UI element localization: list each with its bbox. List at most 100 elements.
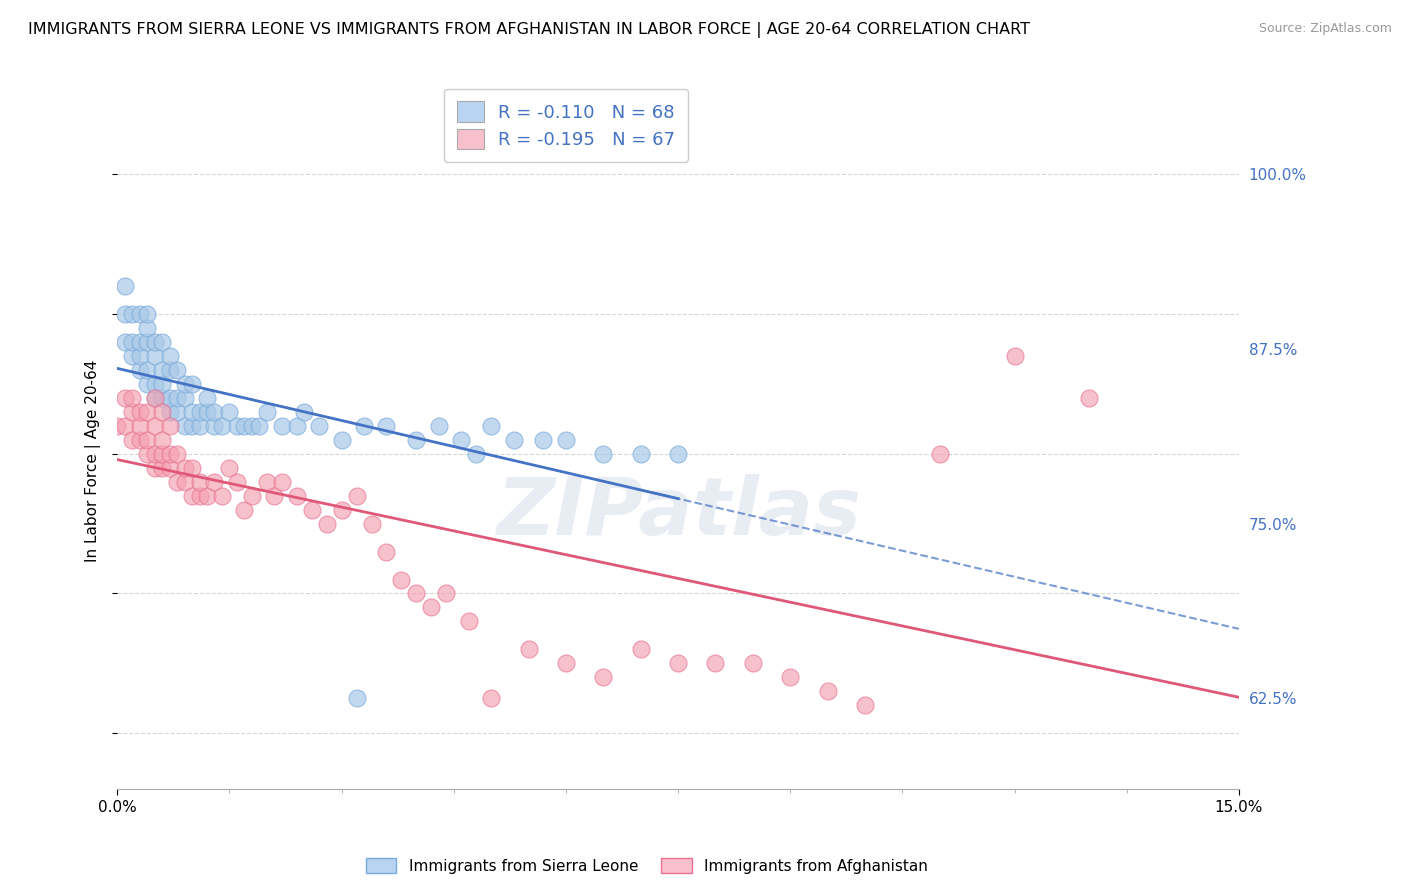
Point (136, 376, 159, 391)
Point (166, 391, 188, 405)
Point (143, 391, 166, 405)
Point (517, 642, 540, 657)
Point (330, 433, 353, 447)
Point (159, 405, 181, 419)
Point (450, 433, 472, 447)
Point (136, 307, 159, 321)
Point (136, 405, 159, 419)
Point (114, 418, 136, 433)
Legend: R = -0.110   N = 68, R = -0.195   N = 67: R = -0.110 N = 68, R = -0.195 N = 67 (444, 89, 688, 162)
Point (114, 307, 136, 321)
Text: ZIPatlas: ZIPatlas (495, 475, 860, 552)
Point (479, 418, 502, 433)
Point (226, 418, 249, 433)
Point (173, 418, 195, 433)
Point (533, 433, 555, 447)
Point (114, 279, 136, 293)
Point (128, 433, 150, 447)
Point (128, 334, 150, 349)
Point (143, 376, 166, 391)
Point (817, 684, 839, 698)
Point (301, 502, 323, 516)
Point (741, 657, 763, 671)
Point (150, 363, 173, 377)
Point (143, 349, 166, 363)
Point (1078, 391, 1101, 405)
Point (218, 405, 240, 419)
Point (136, 447, 159, 461)
Point (630, 447, 652, 461)
Point (121, 433, 143, 447)
Point (173, 376, 195, 391)
Point (143, 447, 166, 461)
Point (181, 405, 204, 419)
Point (555, 657, 578, 671)
Point (1004, 349, 1026, 363)
Point (128, 418, 150, 433)
Point (173, 460, 195, 475)
Point (263, 489, 285, 503)
Point (128, 349, 150, 363)
Point (121, 391, 143, 405)
Point (218, 460, 240, 475)
Point (285, 489, 308, 503)
Point (121, 349, 143, 363)
Point (181, 489, 204, 503)
Point (143, 334, 166, 349)
Point (315, 516, 337, 531)
Point (240, 489, 263, 503)
Point (150, 433, 173, 447)
Point (211, 418, 233, 433)
Point (105, 418, 128, 433)
Point (188, 475, 211, 489)
Point (159, 460, 181, 475)
Point (188, 418, 211, 433)
Point (166, 405, 188, 419)
Point (346, 691, 368, 706)
Point (204, 405, 226, 419)
Point (434, 586, 457, 600)
Point (592, 447, 614, 461)
Point (479, 691, 502, 706)
Point (630, 642, 652, 657)
Point (128, 405, 150, 419)
Point (666, 657, 689, 671)
Point (233, 418, 256, 433)
Point (853, 698, 876, 713)
Point (159, 349, 181, 363)
Point (188, 405, 211, 419)
Point (150, 405, 173, 419)
Point (150, 447, 173, 461)
Point (188, 489, 211, 503)
Point (136, 334, 159, 349)
Point (121, 334, 143, 349)
Point (779, 670, 801, 684)
Point (704, 657, 727, 671)
Point (405, 586, 427, 600)
Point (420, 600, 443, 615)
Point (128, 363, 150, 377)
Point (211, 489, 233, 503)
Point (427, 418, 450, 433)
Point (592, 670, 614, 684)
Point (256, 475, 278, 489)
Point (346, 489, 368, 503)
Point (136, 433, 159, 447)
Point (150, 334, 173, 349)
Point (285, 418, 308, 433)
Point (128, 307, 150, 321)
Point (928, 447, 950, 461)
Point (226, 475, 249, 489)
Point (159, 447, 181, 461)
Legend: Immigrants from Sierra Leone, Immigrants from Afghanistan: Immigrants from Sierra Leone, Immigrants… (360, 852, 934, 880)
Point (270, 475, 292, 489)
Point (204, 418, 226, 433)
Point (143, 460, 166, 475)
Point (256, 405, 278, 419)
Point (166, 363, 188, 377)
Point (233, 502, 256, 516)
Text: IMMIGRANTS FROM SIERRA LEONE VS IMMIGRANTS FROM AFGHANISTAN IN LABOR FORCE | AGE: IMMIGRANTS FROM SIERRA LEONE VS IMMIGRAN… (28, 22, 1031, 38)
Point (247, 418, 270, 433)
Point (159, 391, 181, 405)
Point (240, 418, 263, 433)
